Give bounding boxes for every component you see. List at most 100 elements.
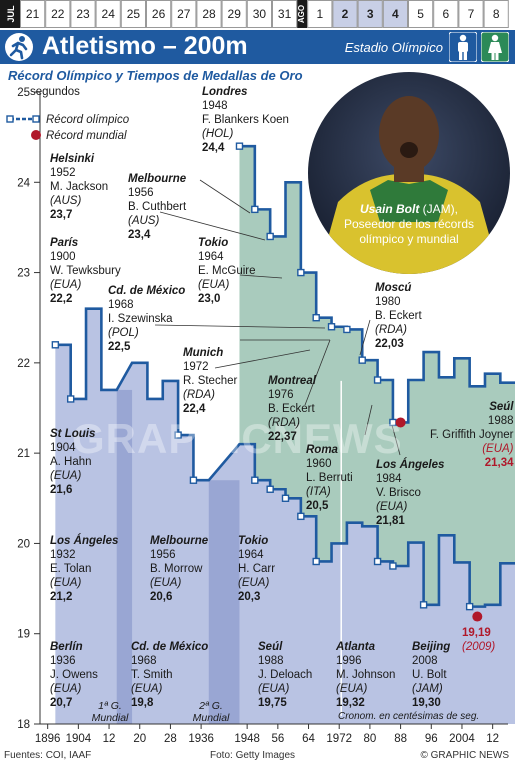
- day-cell: [146, 0, 172, 28]
- month-label-jul: JUL: [6, 5, 16, 23]
- annotation-year: 1988: [258, 655, 284, 667]
- leader-line: [159, 211, 266, 241]
- annotation-athlete: H. Carr: [238, 563, 276, 575]
- men-record-point: [251, 476, 259, 484]
- annotation-moscu-1980: Moscú 1980 B. Eckert (RDA) 22,03: [375, 281, 422, 351]
- athlete-silhouette: [318, 96, 500, 274]
- leader-line: [364, 404, 373, 436]
- annotation-athlete: J. Owens: [50, 669, 98, 681]
- annotation-time: 22,4: [183, 403, 206, 415]
- annotation-roma-1960: Roma 1960 L. Berruti (ITA) 20,5: [306, 443, 353, 513]
- chart-subtitle: Récord Olímpico y Tiempos de Medallas de…: [8, 68, 303, 83]
- annotation-athlete: F. Blankers Koen: [202, 114, 289, 126]
- annotation-losangeles-1984: Los Ángeles 1984 V. Brisco (EUA) 21,81: [376, 458, 444, 528]
- annotation-time: 21,81: [376, 515, 405, 527]
- annotation-time: 24,4: [202, 142, 225, 154]
- annotation-athlete: M. Jackson: [50, 181, 109, 193]
- day-cell: [307, 0, 333, 28]
- annotation-time: 21,34: [484, 457, 514, 469]
- annotation-athlete: A. Hahn: [50, 456, 92, 468]
- annotation-nation: (EUA): [50, 470, 82, 482]
- annotation-nation: (POL): [108, 327, 139, 339]
- caption-name: Usain Bolt: [359, 202, 420, 216]
- annotation-time: 23,0: [198, 293, 221, 305]
- annotation-nation: (EUA): [336, 683, 368, 695]
- x-tick-label: 1904: [66, 733, 92, 745]
- ww1-line1: 1ª G.: [98, 700, 122, 712]
- men-record-point: [373, 557, 382, 566]
- legend-olympic-marker-2: [32, 115, 40, 123]
- day-cell: [408, 0, 434, 28]
- annotation-year: 2008: [412, 655, 438, 667]
- annotation-year: 1964: [198, 251, 224, 263]
- ww2-line1: 2ª G.: [199, 700, 223, 712]
- women-line: [239, 144, 515, 424]
- annotation-nation: (EUA): [238, 577, 270, 589]
- annotation-city: Seúl: [258, 641, 283, 653]
- caption-line-3: olímpico y mundial: [359, 232, 459, 246]
- day-label: 6: [442, 7, 449, 21]
- annotation-city: Melbourne: [128, 173, 187, 185]
- annotation-athlete: J. Deloach: [258, 669, 313, 681]
- annotation-time: 20,6: [150, 591, 173, 603]
- day-cell: [221, 0, 247, 28]
- caption-line-2: Poseedor de los récords: [343, 217, 475, 231]
- x-tick-label: 88: [394, 733, 407, 745]
- annotation-mexico-1968m: Cd. de México 1968 T. Smith (EUA) 19,8: [131, 640, 208, 710]
- leader-line: [154, 324, 326, 329]
- annotation-city: Berlín: [50, 641, 83, 653]
- day-cell: [433, 0, 459, 28]
- annotation-time: 19,8: [131, 697, 154, 709]
- x-tick-label: 56: [271, 733, 284, 745]
- annotation-nation: (AUS): [50, 195, 82, 207]
- annotation-time: 19,32: [336, 697, 365, 709]
- day-label: 31: [278, 7, 292, 21]
- annotation-nation: (RDA): [183, 389, 215, 401]
- caption-country: (JAM),: [422, 202, 458, 216]
- men-record-point: [312, 557, 320, 566]
- y-unit-label: segundos: [30, 86, 80, 98]
- annotation-year: 1904: [50, 442, 76, 454]
- men-record-point: [281, 494, 290, 502]
- annotation-time: 20,3: [238, 591, 261, 603]
- annotation-time: 23,4: [128, 229, 151, 241]
- annotation-year: 1984: [376, 473, 402, 485]
- legend-olympic-label: Récord olímpico: [46, 114, 130, 126]
- annotation-nation: (EUA): [50, 577, 82, 589]
- annotation-melbourne-1956m: Melbourne 1956 B. Morrow (EUA) 20,6: [150, 534, 208, 604]
- annotation-nation: (EUA): [198, 279, 230, 291]
- x-tick-label: 80: [364, 733, 377, 745]
- world-record-marker: [472, 611, 483, 622]
- annotation-athlete: M. Johnson: [336, 669, 396, 681]
- x-tick-label: 1936: [188, 733, 214, 745]
- annotation-time: 21,6: [50, 484, 73, 496]
- day-cell: [20, 0, 46, 28]
- annotation-city: Los Ángeles: [50, 535, 119, 547]
- annotation-berlin-1936: Berlín 1936 J. Owens (EUA) 20,7: [50, 640, 98, 710]
- annotation-athlete: W. Tewksbury: [50, 265, 121, 277]
- day-label: 28: [202, 7, 216, 21]
- annotation-athlete: F. Griffith Joyner: [430, 429, 514, 441]
- male-icon: [449, 32, 477, 62]
- annotation-time: 22,2: [50, 293, 73, 305]
- annotation-year: 1956: [150, 549, 176, 561]
- annotation-city: Montreal: [268, 375, 316, 387]
- annotation-nation: (AUS): [128, 215, 160, 227]
- leader-line: [304, 339, 331, 406]
- annotation-nation: (EUA): [258, 683, 290, 695]
- women-record-point: [358, 356, 366, 364]
- leader-line: [239, 274, 283, 279]
- men-record-point: [266, 485, 274, 493]
- x-tick-label: 20: [133, 733, 146, 745]
- men-record-point: [465, 602, 474, 611]
- annotation-city: Beijing: [412, 641, 451, 653]
- annotation-athlete: U. Bolt: [412, 669, 447, 681]
- ww2-line2: Mundial: [192, 712, 230, 724]
- day-label: 25: [127, 7, 141, 21]
- x-tick-label: 12: [486, 733, 499, 745]
- men-record-point: [389, 562, 397, 570]
- month-tag-jul: [0, 0, 20, 28]
- annotation-year: 1968: [131, 655, 157, 667]
- annotation-seul-1988m: Seúl 1988 J. Deloach (EUA) 19,75: [258, 640, 312, 710]
- day-label: 7: [468, 7, 475, 21]
